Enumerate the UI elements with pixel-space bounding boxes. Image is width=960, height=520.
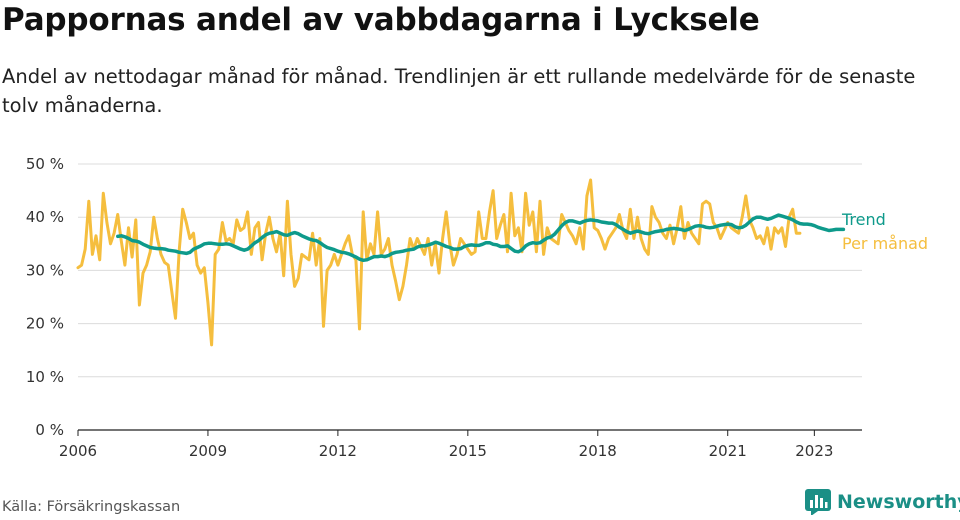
brand-logo: Newsworthy — [805, 489, 960, 515]
x-tick-label: 2021 — [709, 442, 747, 460]
series-line-per-manad — [76, 178, 802, 347]
series-line-trend — [116, 213, 846, 263]
legend-label-trend: Trend — [841, 210, 886, 229]
y-tick-label: 50 % — [26, 155, 64, 173]
y-tick-label: 10 % — [26, 368, 64, 386]
x-tick-label: 2009 — [189, 442, 227, 460]
newsworthy-bar-chart-icon — [805, 489, 831, 515]
chart-title: Pappornas andel av vabbdagarna i Lycksel… — [2, 2, 760, 38]
y-tick-label: 0 % — [35, 421, 64, 439]
x-tick-label: 2012 — [319, 442, 357, 460]
y-tick-label: 30 % — [26, 261, 64, 279]
x-tick-label: 2006 — [59, 442, 97, 460]
y-tick-label: 40 % — [26, 208, 64, 226]
x-tick-label: 2015 — [449, 442, 487, 460]
chart-subtitle: Andel av nettodagar månad för månad. Tre… — [2, 65, 916, 117]
x-tick-label: 2018 — [579, 442, 617, 460]
x-tick-label: 2023 — [795, 442, 833, 460]
y-tick-label: 20 % — [26, 315, 64, 333]
legend-label-per-manad: Per månad — [842, 234, 928, 253]
brand-name: Newsworthy — [837, 491, 960, 513]
source-note: Källa: Försäkringskassan — [2, 499, 181, 515]
